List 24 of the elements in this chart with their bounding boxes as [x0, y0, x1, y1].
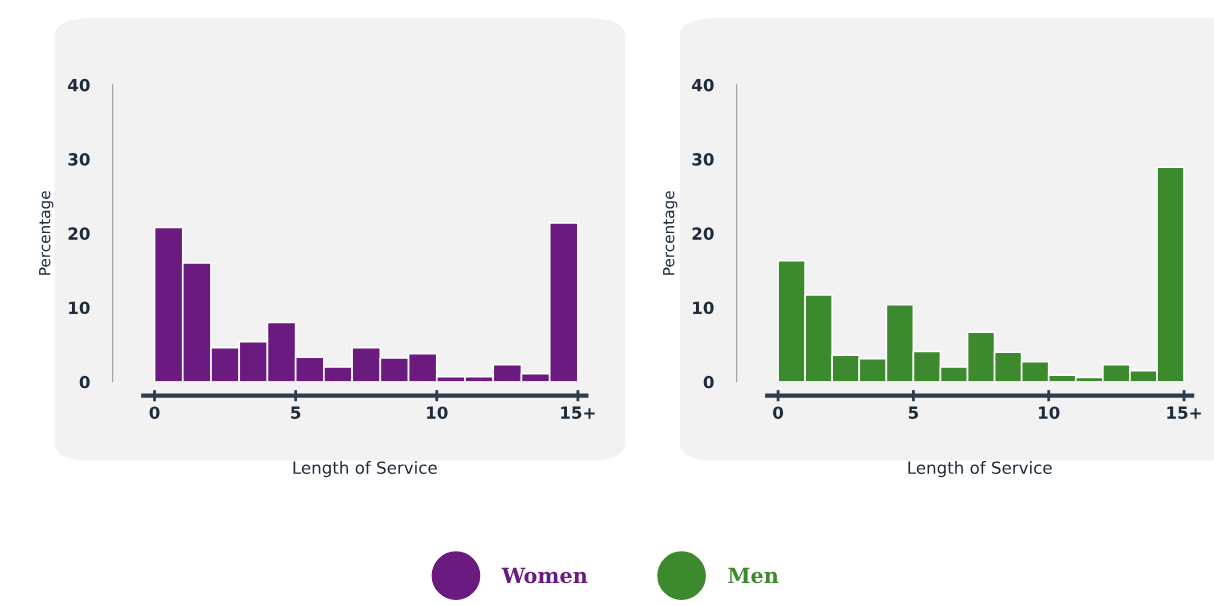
y-tick-label: 10: [693, 301, 714, 315]
x-tick-label: 15+: [1167, 406, 1201, 419]
x-tick-label: 15+: [561, 406, 595, 419]
y-tick-label: 10: [69, 301, 90, 315]
y-tick-label: 20: [692, 227, 714, 240]
y-tick-label: 0: [79, 375, 90, 389]
x-tick-label: 5: [291, 406, 301, 419]
x-tick-label: 10: [427, 406, 448, 419]
x-tick-label: 5: [908, 406, 919, 419]
y-axis-title: Percentage: [39, 191, 54, 275]
y-axis-title: Percentage: [663, 191, 678, 275]
x-tick-label: 0: [773, 406, 784, 419]
y-tick-label: 30: [692, 153, 714, 166]
y-tick-label: 40: [68, 78, 90, 92]
y-tick-label: 30: [68, 153, 90, 166]
x-axis-title: Length of Service: [908, 461, 1052, 478]
y-tick-label: 40: [692, 78, 714, 92]
legend-label: Women: [501, 567, 588, 584]
y-tick-label: 0: [703, 375, 714, 389]
y-tick-label: 20: [68, 227, 90, 240]
x-axis-title: Length of Service: [293, 461, 437, 478]
x-tick-label: 0: [149, 406, 160, 419]
x-tick-label: 10: [1038, 406, 1060, 419]
legend-label: Men: [728, 567, 779, 584]
